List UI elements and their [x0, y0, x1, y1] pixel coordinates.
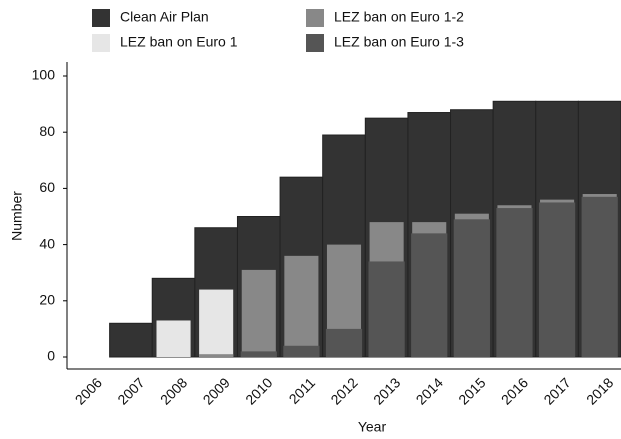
bar [538, 202, 576, 357]
bar [240, 351, 277, 357]
y-tick-label: 60 [39, 179, 55, 195]
x-tick-label: 2011 [286, 374, 319, 407]
x-tick-label: 2012 [327, 374, 360, 407]
legend-label: LEZ ban on Euro 1-2 [334, 9, 464, 25]
x-tick-label: 2007 [114, 374, 147, 407]
bar [109, 322, 153, 358]
y-tick-label: 0 [47, 348, 55, 364]
y-tick-label: 20 [39, 292, 55, 308]
bar [411, 233, 448, 357]
bar [199, 289, 234, 357]
x-tick-label: 2017 [540, 374, 573, 407]
legend-label: Clean Air Plan [120, 9, 209, 25]
x-tick-label: 2014 [413, 374, 446, 407]
bar [199, 354, 234, 357]
bar [284, 255, 319, 357]
legend-swatch [306, 34, 324, 52]
bar [241, 269, 276, 357]
x-tick-label: 2009 [200, 374, 233, 407]
x-tick-label: 2013 [370, 374, 403, 407]
legend-label: LEZ ban on Euro 1 [120, 34, 238, 50]
x-tick-label: 2016 [498, 374, 531, 407]
bar [283, 345, 320, 357]
bar [368, 261, 405, 357]
x-axis-title: Year [358, 419, 387, 435]
bar [156, 320, 191, 357]
legend-swatch [92, 34, 110, 52]
x-tick-label: 2018 [583, 374, 616, 407]
legend-label: LEZ ban on Euro 1-3 [334, 34, 464, 50]
y-tick-label: 80 [39, 123, 55, 139]
y-axis-title: Number [9, 191, 25, 241]
legend-swatch [92, 9, 110, 27]
x-tick-label: 2008 [157, 374, 190, 407]
x-tick-label: 2006 [72, 374, 105, 407]
y-tick-label: 40 [39, 235, 55, 251]
bar [325, 328, 363, 357]
bar [581, 196, 618, 357]
bar [496, 208, 533, 357]
bar [453, 219, 490, 357]
legend-swatch [306, 9, 324, 27]
y-tick-label: 100 [32, 67, 56, 83]
x-tick-label: 2015 [455, 374, 488, 407]
x-tick-label: 2010 [242, 374, 275, 407]
